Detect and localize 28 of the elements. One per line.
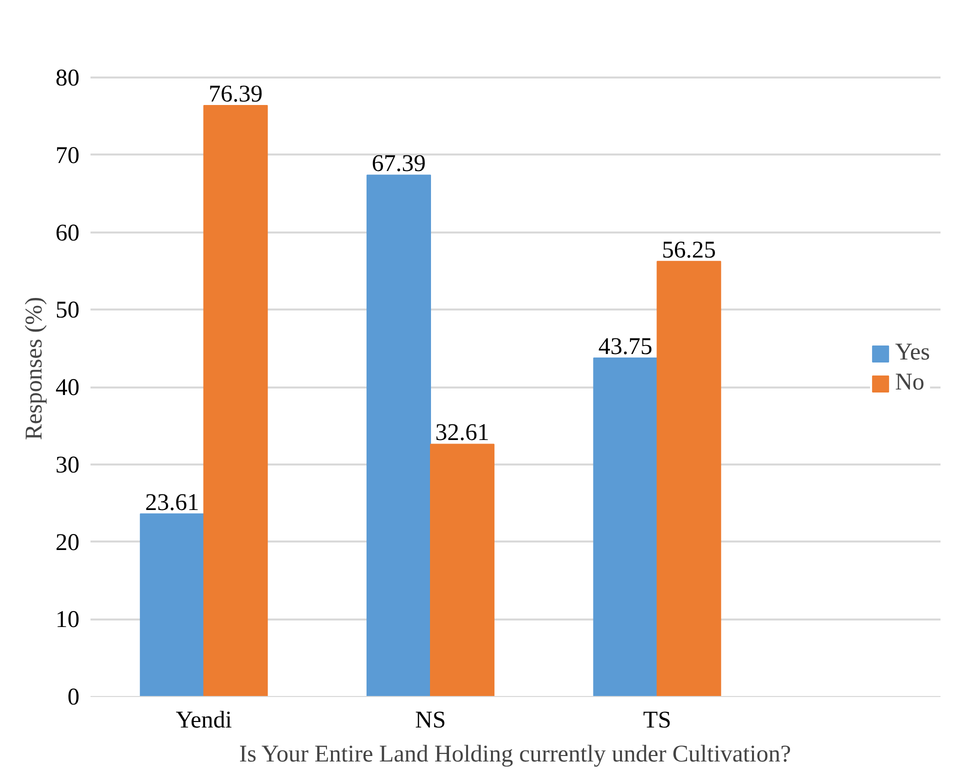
data-label: 32.61: [435, 420, 490, 446]
y-tick-label: 20: [56, 530, 80, 556]
x-tick-label: TS: [643, 708, 672, 734]
legend-label: No: [895, 370, 924, 396]
data-label: 43.75: [598, 334, 652, 360]
x-axis-title: Is Your Entire Land Holding currently under Cultivation?: [239, 742, 792, 768]
bar: [366, 174, 431, 696]
bar: [203, 105, 268, 696]
data-label: 76.39: [208, 82, 263, 108]
y-axis-title: Responses (%): [22, 296, 48, 440]
bar: [430, 444, 494, 696]
y-tick-label: 50: [56, 298, 80, 324]
bar: [140, 513, 204, 696]
y-tick-label: 70: [56, 142, 80, 169]
x-tick-label: NS: [415, 708, 446, 734]
data-label: 67.39: [372, 151, 426, 178]
legend-label: Yes: [895, 340, 930, 366]
bar: [656, 260, 722, 696]
y-tick-label: 40: [56, 375, 80, 402]
y-tick-label: 0: [68, 684, 80, 710]
data-label: 23.61: [145, 490, 200, 516]
bar: [593, 358, 658, 696]
y-tick-label: 30: [56, 452, 80, 478]
y-tick-label: 80: [56, 66, 80, 92]
y-tick-label: 10: [56, 607, 80, 634]
y-tick-label: 60: [56, 220, 80, 246]
x-tick-label: Yendi: [176, 708, 232, 734]
data-label: 56.25: [662, 237, 716, 264]
